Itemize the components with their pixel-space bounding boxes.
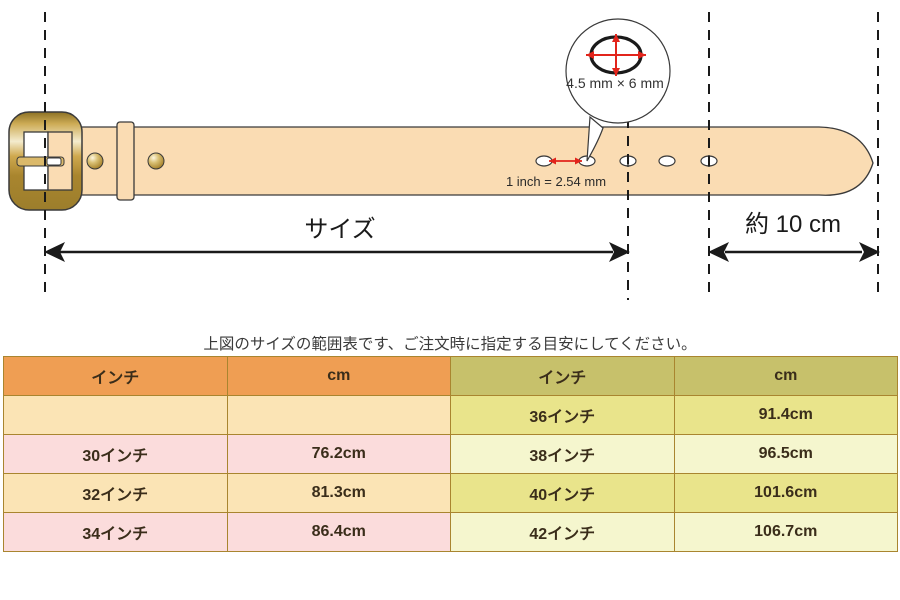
svg-text:4.5 mm × 6 mm: 4.5 mm × 6 mm [566,75,664,91]
svg-text:サイズ: サイズ [304,216,375,243]
svg-text:1 inch = 2.54 mm: 1 inch = 2.54 mm [506,174,606,189]
svg-text:約 10 cm: 約 10 cm [745,211,841,238]
